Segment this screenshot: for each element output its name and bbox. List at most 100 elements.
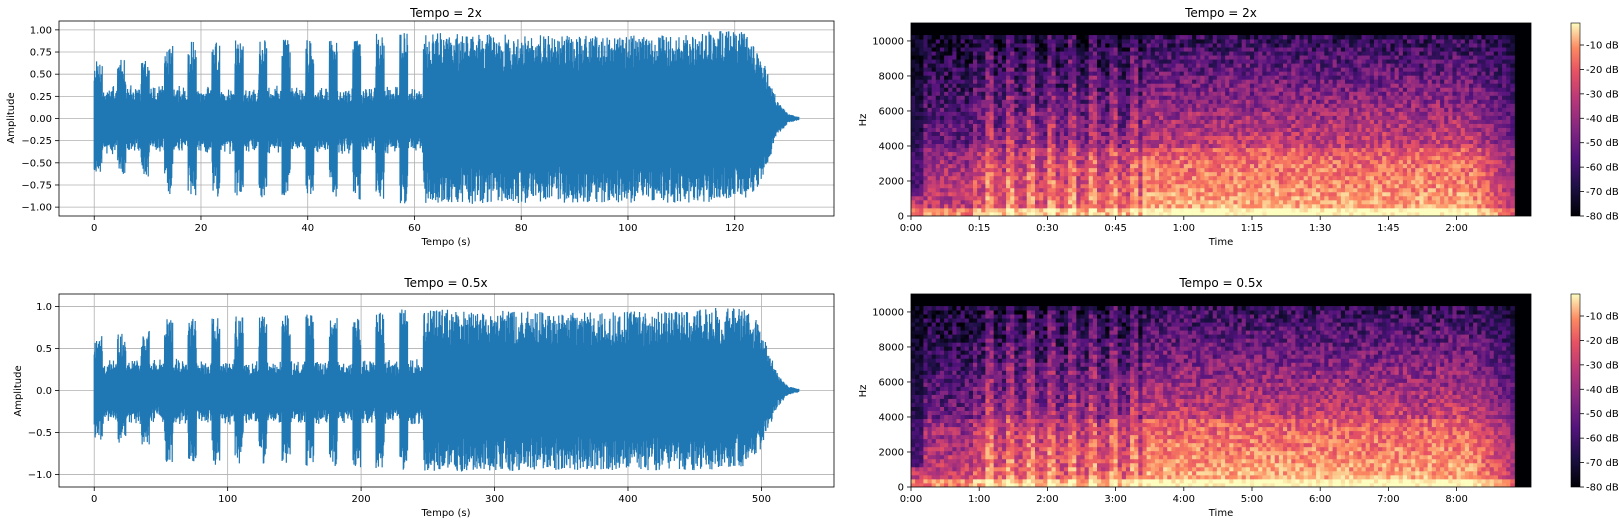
- spectrogram-cell: [1001, 99, 1007, 104]
- spectrogram-cell: [1324, 119, 1329, 124]
- spectrogram-cell: [1221, 183, 1226, 189]
- spectrogram-cell: [1179, 179, 1185, 185]
- spectrogram-cell: [931, 203, 937, 209]
- spectrogram-cell: [993, 63, 999, 68]
- spectrogram-cell: [1154, 95, 1160, 100]
- spectrogram-cell: [1076, 143, 1081, 149]
- spectrogram-cell: [1138, 63, 1143, 68]
- spectrogram-cell: [1208, 171, 1214, 177]
- spectrogram-cell: [1274, 43, 1280, 48]
- spectrogram-cell: [911, 167, 916, 173]
- spectrogram-cell: [931, 123, 937, 128]
- spectrogram-cell: [1014, 131, 1019, 136]
- spectrogram-cell: [1175, 35, 1181, 40]
- spectrogram-cell: [1134, 191, 1139, 197]
- spectrogram-cell: [997, 111, 1003, 116]
- spectrogram-cell: [1245, 191, 1251, 197]
- spectrogram-cell: [1307, 163, 1313, 169]
- spectrogram-cell: [952, 59, 957, 64]
- spectrogram-cell: [1340, 35, 1346, 40]
- spectrogram-cell: [1051, 99, 1057, 104]
- spectrogram-cell: [1299, 211, 1305, 216]
- spectrogram-cell: [1084, 63, 1090, 68]
- spectrogram-cell: [1278, 171, 1284, 177]
- spectrogram-cell: [960, 207, 966, 213]
- spectrogram-cell: [1311, 123, 1317, 128]
- spectrogram-cell: [1006, 151, 1011, 157]
- spectrogram-cell: [1254, 55, 1259, 60]
- spectrogram-cell: [1270, 183, 1276, 189]
- spectrogram-cell: [1192, 59, 1197, 64]
- spectrogram-cell: [960, 107, 966, 112]
- spectrogram-cell: [1241, 167, 1247, 173]
- spectrogram-cell: [993, 43, 999, 48]
- spectrogram-cell: [1138, 131, 1143, 136]
- spectrogram-cell: [1175, 67, 1181, 72]
- spectrogram-cell: [1249, 47, 1255, 52]
- spectrogram-cell: [1026, 183, 1032, 189]
- spectrogram-cell: [1291, 47, 1296, 52]
- spectrogram-cell: [1204, 87, 1209, 92]
- spectrogram-cell: [1154, 151, 1160, 157]
- spectrogram-cell: [956, 159, 961, 165]
- spectrogram-cell: [1055, 123, 1061, 128]
- spectrogram-cell: [973, 99, 978, 104]
- spectrogram-cell: [1287, 95, 1292, 100]
- spectrogram-cell: [1258, 143, 1263, 149]
- spectrogram-cell: [1097, 35, 1102, 40]
- spectrogram-cell: [1283, 83, 1288, 88]
- spectrogram-cell: [1332, 75, 1338, 80]
- spectrogram-cell: [1163, 111, 1168, 116]
- spectrogram-cell: [1163, 55, 1168, 60]
- spectrogram-cell: [1072, 75, 1077, 80]
- spectrogram-cell: [1043, 75, 1048, 80]
- spectrogram-cell: [977, 183, 982, 189]
- spectrogram-cell: [1192, 175, 1197, 181]
- spectrogram-cell: [919, 107, 924, 112]
- spectrogram-cell: [989, 159, 995, 165]
- spectrogram-cell: [1026, 151, 1032, 157]
- spectrogram-cell: [1134, 127, 1139, 132]
- spectrogram-cell: [1138, 87, 1143, 92]
- spectrogram-cell: [1159, 119, 1164, 124]
- spectrogram-cell: [1353, 91, 1358, 96]
- spectrogram-cell: [915, 115, 920, 120]
- spectrogram-cell: [1113, 103, 1119, 108]
- spectrogram-cell: [1196, 59, 1201, 64]
- spectrogram-cell: [1051, 59, 1057, 64]
- spectrogram-cell: [964, 103, 970, 108]
- spectrogram-cell: [1063, 195, 1069, 201]
- spectrogram-cell: [1221, 35, 1226, 40]
- spectrogram-cell: [1192, 71, 1197, 76]
- spectrogram-cell: [1241, 135, 1247, 140]
- spectrogram-cell: [1039, 55, 1044, 60]
- spectrogram-cell: [1130, 103, 1135, 108]
- spectrogram-cell: [964, 83, 970, 88]
- spectrogram-cell: [1270, 139, 1276, 145]
- spectrogram-cell: [1237, 115, 1243, 120]
- spectrogram-cell: [1221, 139, 1226, 145]
- spectrogram-cell: [1349, 163, 1354, 169]
- spectrogram-cell: [1051, 47, 1057, 52]
- spectrogram-cell: [1039, 79, 1044, 84]
- spectrogram-cell: [927, 139, 933, 145]
- spectrogram-cell: [1068, 183, 1073, 189]
- spectrogram-cell: [1134, 43, 1139, 48]
- spectrogram-cell: [1345, 55, 1350, 60]
- spectrogram-cell: [1303, 195, 1309, 201]
- spectrogram-cell: [1026, 71, 1032, 76]
- spectrogram-cell: [1113, 171, 1119, 177]
- spectrogram-cell: [1316, 51, 1321, 56]
- spectrogram-cell: [1101, 127, 1106, 132]
- spectrogram-cell: [1340, 127, 1346, 132]
- spectrogram-cell: [1167, 175, 1172, 181]
- spectrogram-cell: [1030, 87, 1036, 92]
- spectrogram-cell: [1163, 179, 1168, 185]
- spectrogram-cell: [1270, 87, 1276, 92]
- spectrogram-cell: [1014, 119, 1019, 124]
- spectrogram-cell: [1295, 179, 1300, 185]
- spectrogram-cell: [1357, 63, 1362, 68]
- spectrogram-cell: [1274, 163, 1280, 169]
- spectrogram-cell: [931, 59, 937, 64]
- spectrogram-cell: [948, 63, 953, 68]
